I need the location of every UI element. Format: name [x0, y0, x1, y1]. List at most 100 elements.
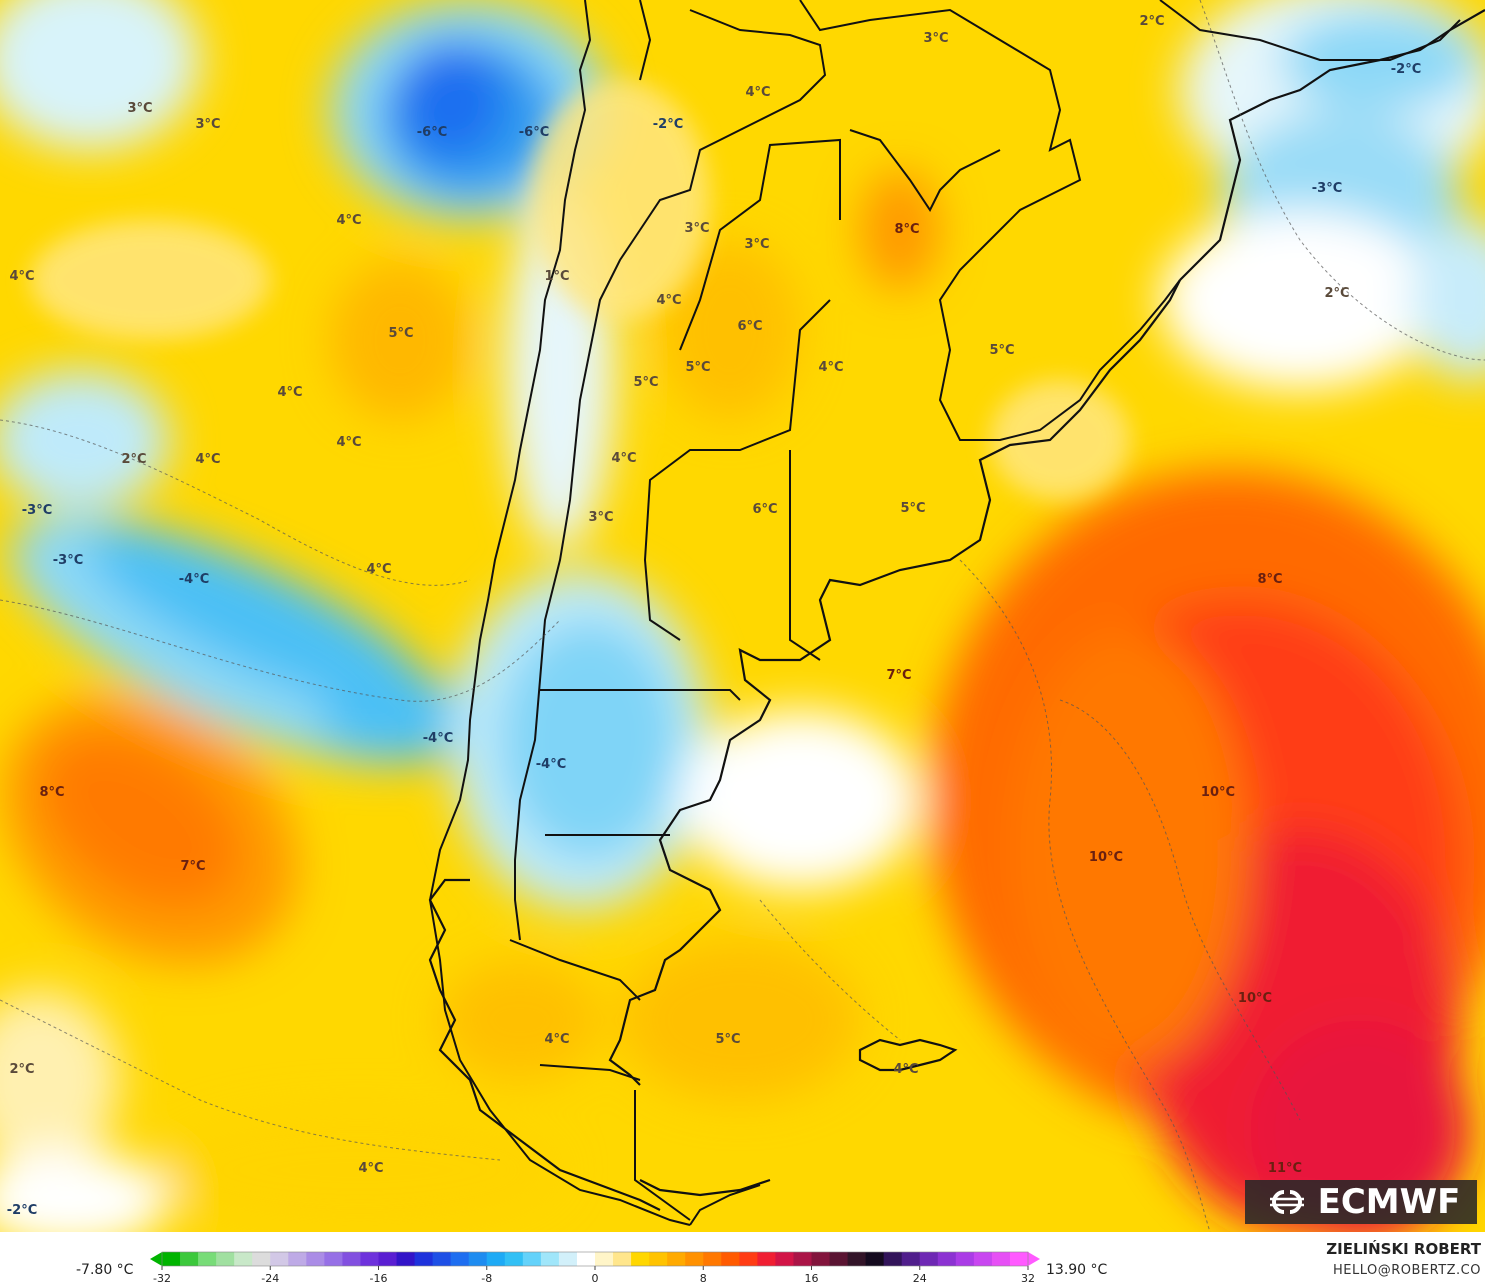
temperature-label: 5°C: [900, 501, 925, 516]
temperature-label: 8°C: [39, 785, 64, 800]
isotherm-lines: [0, 0, 1485, 1232]
temperature-label: 4°C: [818, 360, 843, 375]
temperature-label: -2°C: [1391, 62, 1421, 77]
colorbar-tick-label: -24: [261, 1272, 279, 1285]
colorbar-cell: [342, 1252, 362, 1266]
temperature-label: 4°C: [366, 562, 391, 577]
colorbar-cell: [450, 1252, 470, 1266]
temperature-label: 5°C: [715, 1032, 740, 1047]
temperature-label: 1°C: [544, 269, 569, 284]
temperature-label: 3°C: [923, 31, 948, 46]
colorbar-cell: [486, 1252, 506, 1266]
temperature-label: 2°C: [1324, 286, 1349, 301]
colorbar-cell: [198, 1252, 217, 1266]
colorbar-cell: [703, 1252, 722, 1266]
temperature-label: 6°C: [737, 319, 762, 334]
temperature-label: 5°C: [989, 343, 1014, 358]
colorbar-max-value: 13.90 °C: [1046, 1262, 1108, 1278]
colorbar-cell: [432, 1252, 452, 1266]
temperature-label: 3°C: [684, 221, 709, 236]
temperature-labels: 3°C 3°C -6°C -6°C -2°C 4°C 3°C 2°C -2°C -3°C 4°C 4°…: [7, 14, 1421, 1218]
temperature-label: -4°C: [423, 731, 453, 746]
colorbar-cell: [901, 1252, 921, 1266]
temperature-label: -2°C: [7, 1203, 37, 1218]
ecmwf-logo-text: ECMWF: [1317, 1182, 1461, 1222]
temperature-label: 4°C: [195, 452, 220, 467]
country-borders: [428, 0, 1461, 1226]
colorbar-cell: [829, 1252, 849, 1266]
colorbar-cell: [396, 1252, 416, 1266]
temperature-label: 8°C: [1257, 572, 1282, 587]
colorbar-cell: [847, 1252, 867, 1266]
author-name: ZIELIŃSKI ROBERT: [1326, 1240, 1481, 1258]
colorbar-cell: [180, 1252, 199, 1266]
temperature-label: 11°C: [1268, 1161, 1302, 1176]
colorbar-cell: [324, 1252, 344, 1266]
colorbar-ticks: -32 -24 -16 -8 0 8 16 24 32: [153, 1266, 1035, 1285]
temperature-label: -6°C: [519, 125, 549, 140]
colorbar-cell: [378, 1252, 398, 1266]
colorbar-cell: [288, 1252, 307, 1266]
temperature-label: -4°C: [536, 757, 566, 772]
colorbar-cell: [883, 1252, 903, 1266]
colorbar-tick-label: 24: [913, 1272, 927, 1285]
colorbar-cell: [739, 1252, 758, 1266]
coastline: [428, 9, 1485, 1211]
colorbar: -32 -24 -16 -8 0 8 16 24 32: [150, 1251, 1040, 1285]
colorbar-cell: [865, 1252, 885, 1266]
temperature-map: 3°C 3°C -6°C -6°C -2°C 4°C 3°C 2°C -2°C -3°C 4°C 4°…: [0, 0, 1485, 1233]
colorbar-cell: [468, 1252, 488, 1266]
colorbar-min-arrow: [150, 1252, 162, 1266]
temperature-label: 4°C: [745, 85, 770, 100]
colorbar-cell: [667, 1252, 686, 1266]
temperature-label: -3°C: [22, 503, 52, 518]
colorbar-tick-label: -16: [370, 1272, 388, 1285]
colorbar-cells: [150, 1251, 1040, 1267]
colorbar-cell: [234, 1252, 253, 1266]
colorbar-cell: [595, 1252, 614, 1266]
temperature-label: 4°C: [336, 435, 361, 450]
colorbar-cell: [306, 1252, 325, 1266]
colorbar-cell: [504, 1252, 524, 1266]
temperature-label: 2°C: [121, 452, 146, 467]
colorbar-cell: [522, 1252, 542, 1266]
temperature-label: 4°C: [336, 213, 361, 228]
temperature-label: 4°C: [893, 1062, 918, 1077]
colorbar-cell: [775, 1252, 795, 1266]
temperature-label: 3°C: [127, 101, 152, 116]
colorbar-tick-label: 0: [592, 1272, 599, 1285]
colorbar-tick-label: 32: [1021, 1272, 1035, 1285]
temperature-label: 3°C: [195, 117, 220, 132]
colorbar-max-arrow: [1028, 1252, 1040, 1266]
colorbar-cell: [252, 1252, 271, 1266]
temperature-label: -2°C: [653, 117, 683, 132]
ecmwf-logo: ECMWF: [1245, 1180, 1477, 1224]
temperature-label: -6°C: [417, 125, 447, 140]
colorbar-cell: [162, 1252, 181, 1266]
colorbar-cell: [613, 1252, 632, 1266]
footer: -7.80 °C -32 -24 -16 -8 0 8 16 24 32 13.90 °C ZI…: [0, 1232, 1485, 1287]
temperature-label: 3°C: [588, 510, 613, 525]
temperature-label: 5°C: [633, 375, 658, 390]
colorbar-tick-label: -8: [481, 1272, 492, 1285]
temperature-label: 7°C: [180, 859, 205, 874]
temperature-map-canvas: 3°C 3°C -6°C -6°C -2°C 4°C 3°C 2°C -2°C -3°C 4°C 4°…: [0, 0, 1485, 1232]
temperature-label: -4°C: [179, 572, 209, 587]
colorbar-cell: [1009, 1252, 1029, 1266]
temperature-label: -3°C: [53, 553, 83, 568]
temperature-label: 2°C: [1139, 14, 1164, 29]
temperature-field: [0, 0, 1485, 1232]
temperature-label: 4°C: [9, 269, 34, 284]
author-email: HELLO@ROBERTZ.CO: [1332, 1263, 1481, 1278]
colorbar-cell: [270, 1252, 289, 1266]
colorbar-tick-label: 8: [700, 1272, 707, 1285]
colorbar-cell: [811, 1252, 831, 1266]
temperature-label: 6°C: [752, 502, 777, 517]
colorbar-cell: [414, 1252, 434, 1266]
temperature-label: 4°C: [277, 385, 302, 400]
colorbar-cell: [973, 1252, 993, 1266]
temperature-label: 4°C: [656, 293, 681, 308]
colorbar-cell: [757, 1252, 777, 1266]
colorbar-cell: [793, 1252, 813, 1266]
temperature-label: -3°C: [1312, 181, 1342, 196]
